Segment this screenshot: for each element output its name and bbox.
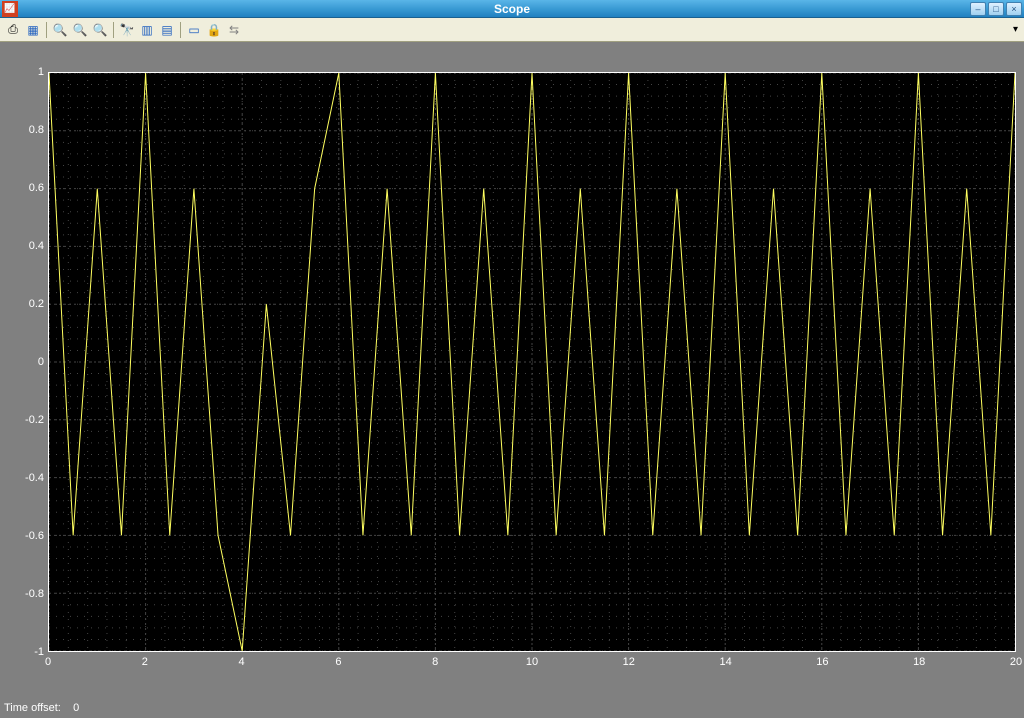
x-tick-label: 4 bbox=[239, 656, 245, 668]
y-axis-labels: -1-0.8-0.6-0.4-0.200.20.40.60.81 bbox=[0, 72, 48, 652]
zoom-x-icon[interactable]: 🔍 bbox=[71, 21, 89, 39]
toolbar-separator bbox=[180, 22, 181, 38]
x-axis-labels: 02468101214161820 bbox=[48, 654, 1016, 674]
params-icon[interactable]: ▦ bbox=[24, 21, 42, 39]
y-tick-label: -0.4 bbox=[25, 472, 44, 484]
x-tick-label: 6 bbox=[335, 656, 341, 668]
y-tick-label: 0.6 bbox=[29, 182, 44, 194]
titlebar[interactable]: 📈 Scope – □ × bbox=[0, 0, 1024, 18]
plot-area[interactable] bbox=[48, 72, 1016, 652]
minimize-button[interactable]: – bbox=[970, 2, 986, 16]
status-bar: Time offset: 0 bbox=[0, 702, 1024, 716]
x-tick-label: 0 bbox=[45, 656, 51, 668]
restore-axes-icon[interactable]: ▤ bbox=[158, 21, 176, 39]
autoscale-icon[interactable]: 🔭 bbox=[118, 21, 136, 39]
x-tick-label: 14 bbox=[719, 656, 731, 668]
y-tick-label: 0.8 bbox=[29, 124, 44, 136]
y-tick-label: -1 bbox=[34, 646, 44, 658]
time-offset-label: Time offset: bbox=[4, 702, 61, 714]
y-tick-label: 0.2 bbox=[29, 298, 44, 310]
toolbar-separator bbox=[46, 22, 47, 38]
toolbar-expand-icon[interactable]: ▾ bbox=[1013, 24, 1018, 35]
x-tick-label: 2 bbox=[142, 656, 148, 668]
x-tick-label: 8 bbox=[432, 656, 438, 668]
x-tick-label: 12 bbox=[623, 656, 635, 668]
app-icon: 📈 bbox=[2, 1, 18, 17]
window-title: Scope bbox=[494, 2, 530, 16]
lock-icon[interactable]: 🔒 bbox=[205, 21, 223, 39]
y-tick-label: 1 bbox=[38, 66, 44, 78]
signal-icon[interactable]: ⇆ bbox=[225, 21, 243, 39]
maximize-button[interactable]: □ bbox=[988, 2, 1004, 16]
window-controls: – □ × bbox=[970, 2, 1022, 16]
y-tick-label: 0 bbox=[38, 356, 44, 368]
x-tick-label: 18 bbox=[913, 656, 925, 668]
save-axes-icon[interactable]: ▥ bbox=[138, 21, 156, 39]
y-tick-label: 0.4 bbox=[29, 240, 44, 252]
y-tick-label: -0.8 bbox=[25, 588, 44, 600]
float-icon[interactable]: ▭ bbox=[185, 21, 203, 39]
y-tick-label: -0.2 bbox=[25, 414, 44, 426]
close-button[interactable]: × bbox=[1006, 2, 1022, 16]
waveform-svg bbox=[49, 73, 1015, 651]
zoom-y-icon[interactable]: 🔍 bbox=[91, 21, 109, 39]
zoom-in-icon[interactable]: 🔍 bbox=[51, 21, 69, 39]
print-icon[interactable]: ⎙ bbox=[4, 21, 22, 39]
x-tick-label: 16 bbox=[816, 656, 828, 668]
y-tick-label: -0.6 bbox=[25, 530, 44, 542]
x-tick-label: 20 bbox=[1010, 656, 1022, 668]
chart-area: -1 -0.8 -0.6 -0.4 -0.2 0 0.2 0.4 0.6 0.8 1 0 2 4 6 8 10… bbox=[0, 42, 1024, 702]
time-offset-value: 0 bbox=[73, 702, 79, 714]
toolbar: ⎙▦🔍🔍🔍🔭▥▤▭🔒⇆▾ bbox=[0, 18, 1024, 42]
toolbar-separator bbox=[113, 22, 114, 38]
x-tick-label: 10 bbox=[526, 656, 538, 668]
